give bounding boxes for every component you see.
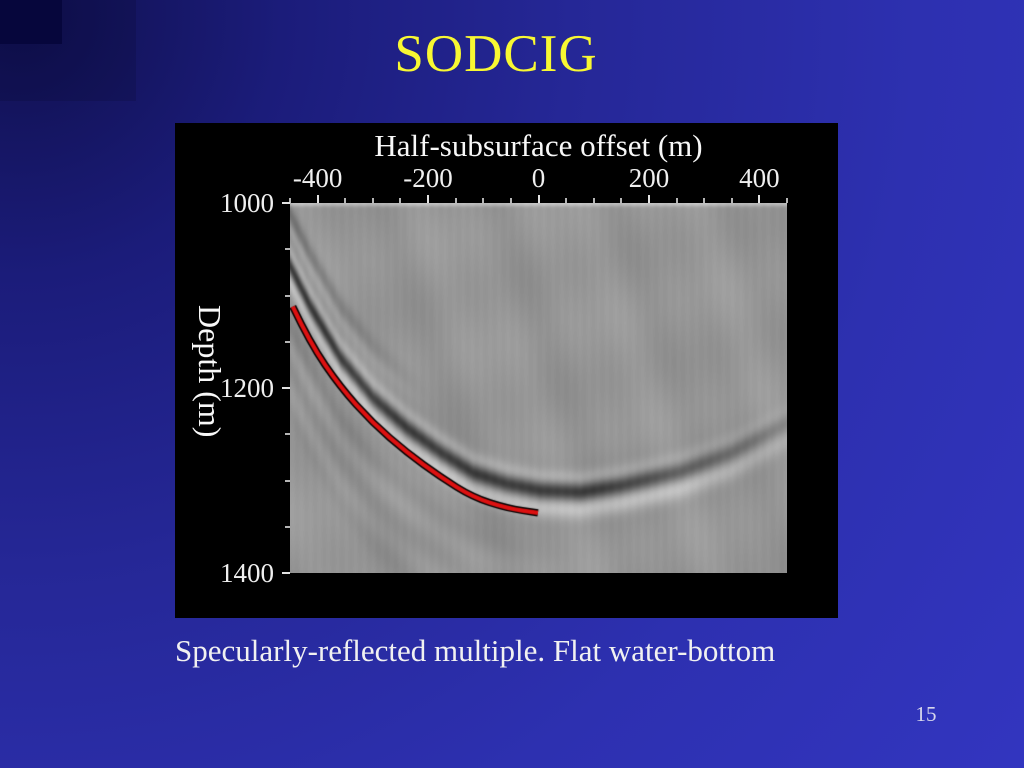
x-minor-tick [509,198,512,203]
y-minor-tick [285,294,290,297]
x-minor-tick [371,198,374,203]
x-tick-label: -200 [403,163,453,193]
y-axis-label: Depth (m) [192,305,228,438]
y-tick-label: 1200 [220,373,274,403]
x-minor-tick [675,198,678,203]
seismic-image-area [290,203,787,573]
x-tick-label: -400 [292,163,343,193]
x-minor-tick [703,198,706,203]
page-number: 15 [915,702,937,726]
figure-panel: Half-subsurface offset (m) Depth (m) -40… [175,123,838,618]
y-tick-label: 1000 [220,188,274,218]
seismic-image-canvas [290,203,787,573]
y-major-tick [282,572,290,574]
slide-title: SODCIG [394,25,598,83]
x-major-tick [647,195,650,203]
x-minor-tick [454,198,457,203]
x-minor-tick [620,198,623,203]
y-minor-tick [285,248,290,251]
x-minor-tick [786,198,788,203]
x-minor-tick [565,198,568,203]
x-tick-label: 400 [739,163,780,193]
x-minor-tick [344,198,347,203]
caption: Specularly-reflected multiple. Flat wate… [175,633,776,668]
x-minor-tick [289,198,291,203]
y-major-tick [282,202,290,204]
x-major-tick [427,195,430,203]
x-tick-label: 200 [628,163,670,193]
x-minor-tick [399,198,402,203]
x-tick-label: 0 [531,163,546,193]
y-minor-tick [285,525,290,528]
y-minor-tick [285,479,290,482]
x-major-tick [537,195,540,203]
x-minor-tick [482,198,485,203]
x-axis-title: Half-subsurface offset (m) [374,128,703,163]
y-minor-tick [285,433,290,436]
x-major-tick [758,195,761,203]
x-major-tick [316,195,319,203]
x-minor-tick [592,198,595,203]
y-major-tick [282,387,290,389]
corner-accent-square [0,0,62,44]
y-tick-label: 1400 [220,558,274,588]
x-minor-tick [730,198,733,203]
y-minor-tick [285,340,290,343]
